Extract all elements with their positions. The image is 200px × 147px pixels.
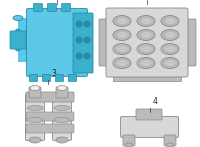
FancyBboxPatch shape bbox=[29, 87, 41, 98]
FancyBboxPatch shape bbox=[106, 8, 188, 77]
Circle shape bbox=[84, 53, 90, 59]
Ellipse shape bbox=[164, 60, 176, 66]
FancyBboxPatch shape bbox=[26, 124, 74, 133]
Ellipse shape bbox=[57, 86, 67, 91]
FancyBboxPatch shape bbox=[120, 117, 179, 137]
Bar bbox=[18, 18, 28, 62]
Ellipse shape bbox=[161, 57, 179, 69]
Ellipse shape bbox=[27, 117, 43, 122]
Ellipse shape bbox=[113, 30, 131, 41]
Text: 4: 4 bbox=[153, 97, 158, 106]
Ellipse shape bbox=[29, 137, 41, 143]
FancyBboxPatch shape bbox=[123, 135, 135, 146]
Ellipse shape bbox=[113, 44, 131, 55]
Ellipse shape bbox=[161, 15, 179, 26]
Ellipse shape bbox=[116, 31, 128, 39]
Ellipse shape bbox=[164, 31, 176, 39]
Ellipse shape bbox=[126, 143, 132, 147]
FancyBboxPatch shape bbox=[62, 4, 70, 11]
Circle shape bbox=[84, 37, 90, 43]
Ellipse shape bbox=[137, 30, 155, 41]
FancyBboxPatch shape bbox=[136, 109, 162, 120]
Ellipse shape bbox=[32, 138, 38, 142]
FancyBboxPatch shape bbox=[26, 93, 44, 141]
FancyBboxPatch shape bbox=[52, 93, 72, 141]
Ellipse shape bbox=[113, 15, 131, 26]
Circle shape bbox=[76, 21, 82, 27]
Ellipse shape bbox=[22, 29, 30, 51]
Ellipse shape bbox=[161, 30, 179, 41]
Ellipse shape bbox=[137, 57, 155, 69]
Circle shape bbox=[84, 21, 90, 27]
FancyBboxPatch shape bbox=[185, 19, 196, 66]
Bar bbox=[68, 74, 76, 81]
Ellipse shape bbox=[54, 106, 70, 111]
FancyBboxPatch shape bbox=[26, 9, 88, 76]
FancyBboxPatch shape bbox=[26, 112, 74, 121]
Ellipse shape bbox=[116, 17, 128, 25]
Ellipse shape bbox=[56, 137, 68, 143]
FancyBboxPatch shape bbox=[10, 31, 26, 49]
Ellipse shape bbox=[30, 86, 40, 91]
Bar bbox=[55, 74, 63, 81]
Ellipse shape bbox=[137, 15, 155, 26]
Ellipse shape bbox=[58, 138, 66, 142]
FancyBboxPatch shape bbox=[164, 135, 176, 146]
Ellipse shape bbox=[116, 46, 128, 52]
FancyBboxPatch shape bbox=[73, 13, 93, 73]
Circle shape bbox=[76, 37, 82, 43]
Ellipse shape bbox=[116, 60, 128, 66]
Ellipse shape bbox=[166, 143, 174, 147]
FancyBboxPatch shape bbox=[99, 19, 110, 66]
Ellipse shape bbox=[140, 31, 152, 39]
Ellipse shape bbox=[15, 33, 21, 47]
Text: 3: 3 bbox=[51, 69, 56, 78]
Ellipse shape bbox=[27, 106, 43, 111]
FancyBboxPatch shape bbox=[34, 4, 42, 11]
FancyBboxPatch shape bbox=[56, 87, 68, 98]
Ellipse shape bbox=[161, 44, 179, 55]
Circle shape bbox=[76, 53, 82, 59]
FancyBboxPatch shape bbox=[48, 4, 57, 11]
Ellipse shape bbox=[54, 117, 70, 122]
Ellipse shape bbox=[113, 57, 131, 69]
Ellipse shape bbox=[164, 46, 176, 52]
Bar bbox=[113, 75, 181, 81]
Ellipse shape bbox=[13, 29, 23, 51]
Ellipse shape bbox=[13, 15, 23, 20]
Bar bbox=[29, 74, 37, 81]
Ellipse shape bbox=[137, 44, 155, 55]
Ellipse shape bbox=[140, 46, 152, 52]
Ellipse shape bbox=[140, 60, 152, 66]
FancyBboxPatch shape bbox=[26, 92, 74, 102]
Ellipse shape bbox=[164, 17, 176, 25]
Bar bbox=[42, 74, 50, 81]
Ellipse shape bbox=[140, 17, 152, 25]
